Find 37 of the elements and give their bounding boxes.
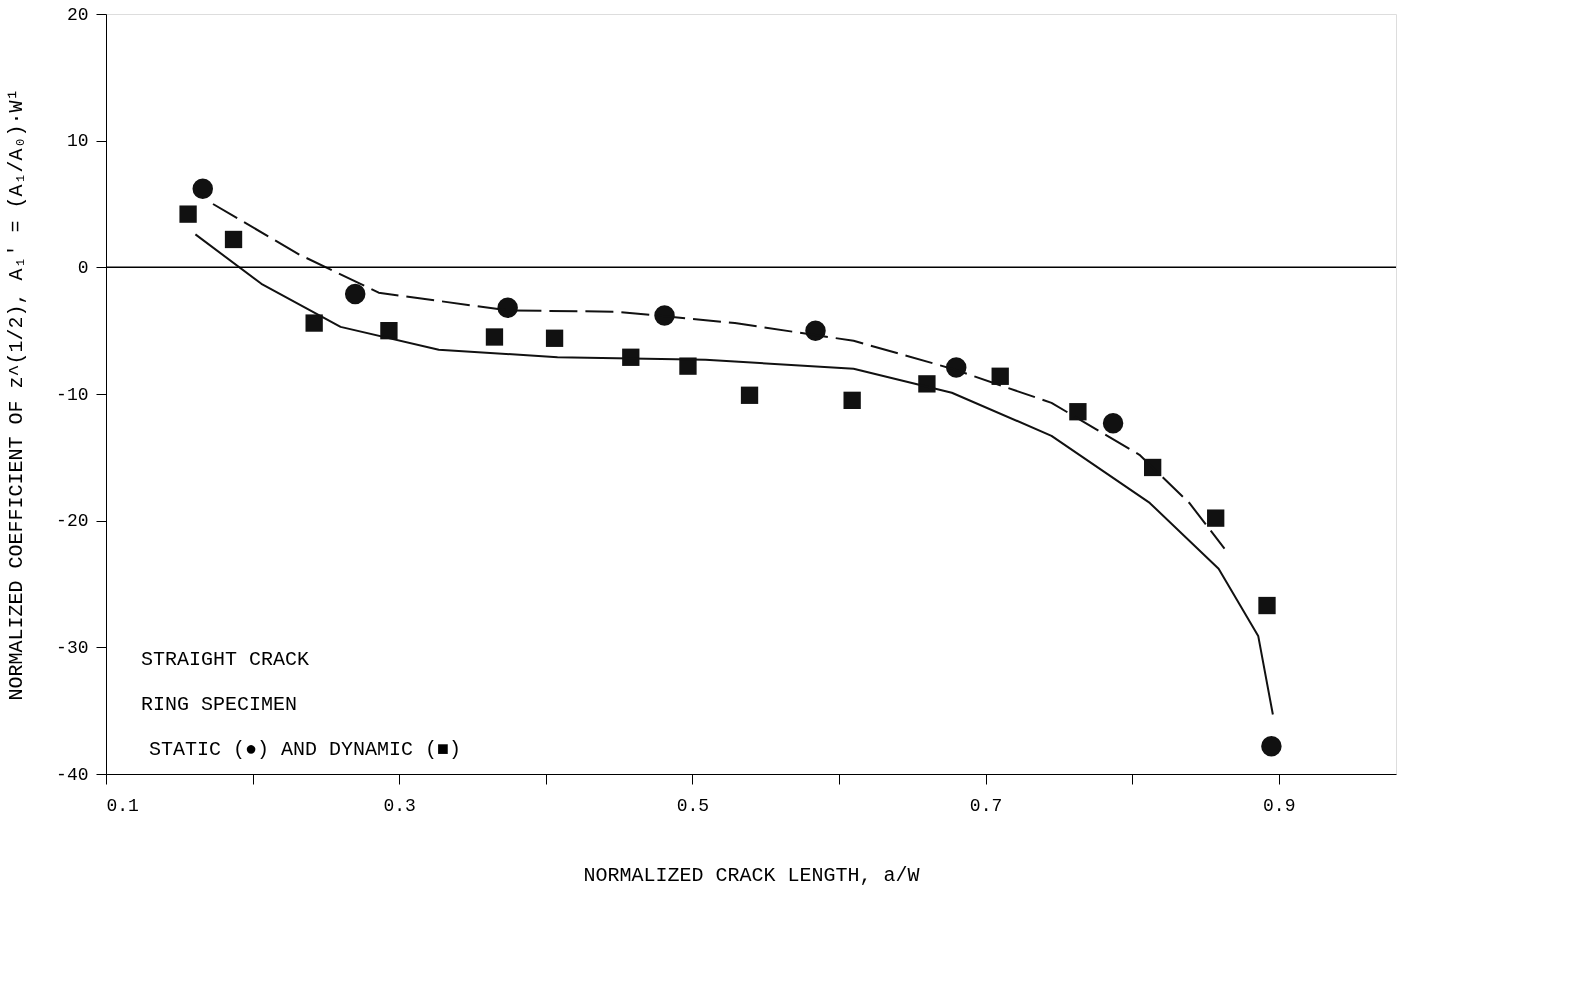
point xyxy=(991,367,1009,385)
point xyxy=(380,322,398,340)
y-tick-label: -40 xyxy=(56,764,89,785)
point xyxy=(485,328,504,346)
point xyxy=(1261,735,1282,757)
y-tick-label: 10 xyxy=(66,131,89,152)
y-tick-label: -10 xyxy=(56,384,89,405)
point xyxy=(545,329,564,347)
y-tick-label: 20 xyxy=(66,4,89,25)
x-tick-label: 0.1 xyxy=(106,795,139,816)
point xyxy=(1102,412,1124,434)
y-tick-label: -20 xyxy=(56,511,89,532)
y-axis-title: NORMALIZED COEFFICIENT OF z^(1/2), A₁' = (A₁/A₀)·W¹ xyxy=(5,88,29,701)
x-axis-title: NORMALIZED CRACK LENGTH, a/W xyxy=(583,863,920,887)
point xyxy=(224,230,243,249)
y-tick-label: -30 xyxy=(56,637,89,658)
point xyxy=(1207,509,1225,527)
x-tick-label: 0.5 xyxy=(676,795,710,816)
point xyxy=(679,357,697,375)
point xyxy=(305,314,323,332)
line-series xyxy=(212,203,1226,550)
point xyxy=(1258,596,1276,615)
y-tick-label: 0 xyxy=(77,257,89,278)
point xyxy=(740,386,759,404)
point xyxy=(179,205,197,223)
point xyxy=(344,283,366,305)
annotation: STRAIGHT CRACK xyxy=(141,648,310,671)
annotation: STATIC (●) AND DYNAMIC (■) xyxy=(149,738,462,761)
point xyxy=(1069,403,1087,421)
x-tick-label: 0.3 xyxy=(383,795,416,816)
annotation: RING SPECIMEN xyxy=(141,693,298,716)
x-tick-label: 0.9 xyxy=(1263,795,1296,816)
point xyxy=(843,391,861,409)
point xyxy=(192,178,213,200)
point xyxy=(497,297,518,319)
x-tick-label: 0.7 xyxy=(969,795,1003,816)
point xyxy=(918,375,936,393)
